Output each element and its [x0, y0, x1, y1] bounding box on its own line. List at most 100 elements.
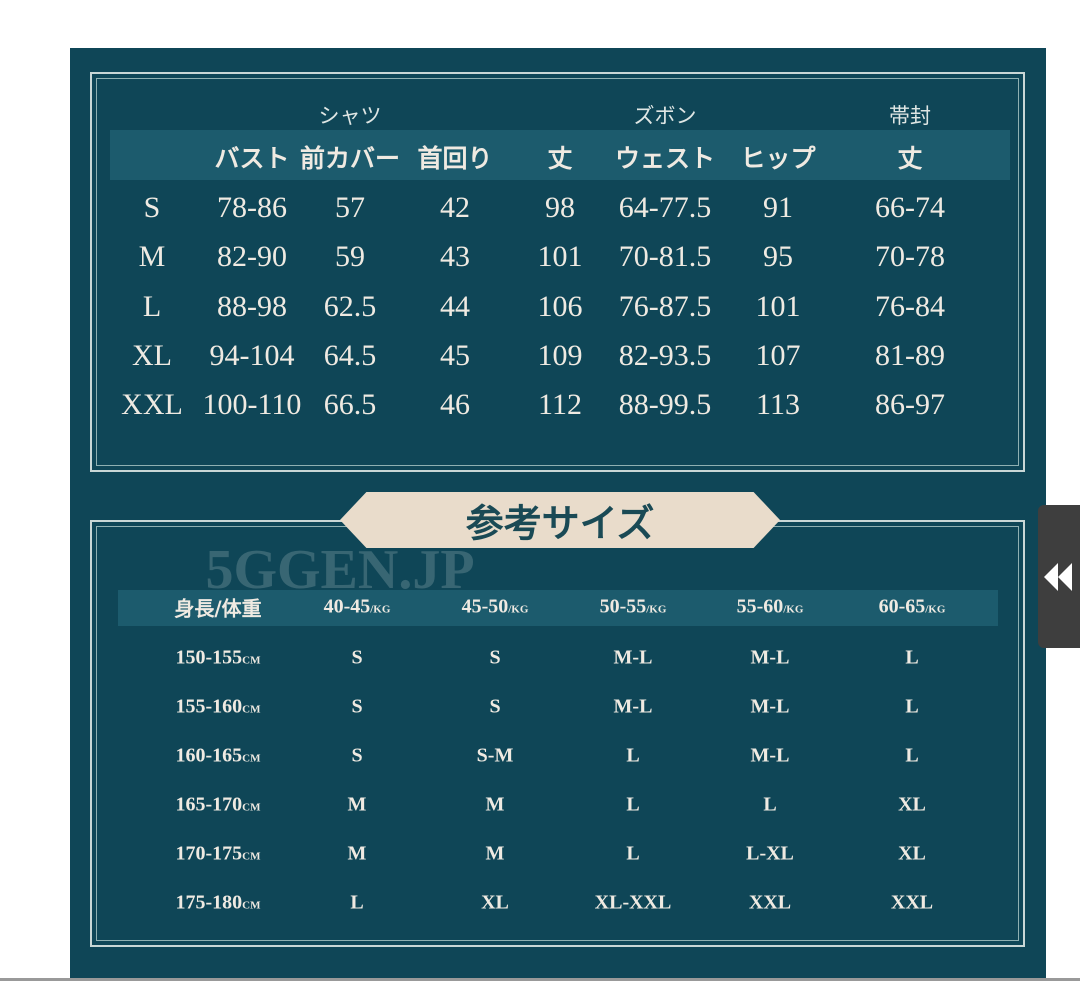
cell: 64-77.5 [618, 191, 712, 224]
column-header: ヒップ [740, 144, 816, 173]
cell: 100-110 [202, 388, 302, 422]
cell: XL [898, 842, 926, 865]
watermark: 5GGEN.JP [205, 539, 475, 601]
cell: 91 [763, 191, 793, 224]
unit: CM [242, 703, 261, 716]
group-label: 帯封 [889, 104, 931, 128]
column-header: 丈 [897, 144, 923, 173]
cell: L [905, 744, 919, 767]
cell: 107 [755, 338, 801, 372]
value: 40-45 [323, 595, 371, 618]
cell: S [489, 695, 501, 718]
weight-header: 40-45/KG [324, 596, 391, 619]
cell: S [351, 695, 363, 718]
corner-header: 身長/体重 [174, 596, 262, 621]
group-label: シャツ [318, 104, 382, 128]
cell: 76-84 [875, 289, 945, 323]
column-header: 首回り [417, 144, 493, 173]
cell: 86-97 [875, 388, 945, 422]
cell: M [485, 793, 505, 816]
column-header: 丈 [547, 144, 573, 173]
cell: M-L [613, 695, 653, 718]
cell: XXL [121, 388, 183, 422]
cell: L-XL [746, 842, 794, 865]
cell: L [905, 646, 919, 669]
cell: M [347, 842, 367, 865]
banner [340, 492, 780, 548]
cell: 70-78 [875, 240, 945, 274]
value: 155-160 [175, 695, 243, 718]
cell: XL [898, 793, 926, 816]
unit: /KG [925, 603, 946, 616]
unit: CM [242, 752, 261, 765]
cell: M [347, 793, 367, 816]
weight-header: 60-65/KG [879, 596, 946, 619]
cell: L [763, 793, 777, 816]
cell: 112 [538, 388, 582, 422]
value: 55-60 [736, 595, 784, 618]
cell: L [626, 842, 640, 865]
cell: XL-XXL [594, 891, 672, 914]
cell: 45 [440, 338, 470, 372]
cell: 57 [335, 191, 365, 224]
cell: 70-81.5 [618, 240, 712, 274]
cell: XXL [890, 891, 934, 914]
unit: CM [242, 801, 261, 814]
cell: 66-74 [875, 191, 945, 224]
cell: M-L [750, 744, 790, 767]
cell: L [626, 744, 640, 767]
height-label: 150-155CM [176, 647, 261, 670]
column-header: ウェスト [614, 144, 716, 173]
cell: 101 [537, 240, 583, 274]
cell: L [350, 891, 364, 914]
cell: 46 [440, 388, 470, 422]
unit: /KG [646, 603, 667, 616]
cell: M-L [750, 646, 790, 669]
cell: XL [132, 338, 172, 372]
unit: /KG [370, 603, 391, 616]
height-label: 160-165CM [176, 745, 261, 768]
cell: 44 [440, 289, 470, 323]
side-tab[interactable] [1038, 505, 1080, 648]
cell: 101 [755, 289, 801, 323]
cell: M-L [750, 695, 790, 718]
value: 165-170 [175, 793, 243, 816]
group-label: ズボン [633, 104, 697, 128]
cell: 82-90 [217, 240, 287, 274]
value: 160-165 [175, 744, 243, 767]
cell: 66.5 [323, 388, 377, 422]
unit: CM [242, 850, 261, 863]
banner-title: 参考サイズ [465, 501, 655, 546]
height-label: 175-180CM [176, 892, 261, 915]
unit: /KG [508, 603, 529, 616]
cell: L [626, 793, 640, 816]
cell: 88-98 [217, 289, 287, 323]
cell: XXL [748, 891, 792, 914]
cell: XL [481, 891, 509, 914]
weight-header: 50-55/KG [600, 596, 667, 619]
unit: /KG [783, 603, 804, 616]
weight-header: 55-60/KG [737, 596, 804, 619]
cell: 64.5 [323, 338, 377, 372]
cell: M [138, 240, 166, 274]
value: 45-50 [461, 595, 509, 618]
cell: 113 [756, 388, 800, 422]
cell: 106 [537, 289, 583, 323]
cell: 94-104 [209, 338, 295, 372]
cell: S-M [476, 744, 514, 767]
unit: CM [242, 899, 261, 912]
cell: L [905, 695, 919, 718]
header-band [110, 130, 1010, 180]
cell: 42 [440, 191, 470, 224]
height-label: 170-175CM [176, 843, 261, 866]
height-label: 155-160CM [176, 696, 261, 719]
cell: 98 [545, 191, 575, 224]
tab-icon [1044, 563, 1072, 591]
cell: 109 [537, 338, 583, 372]
cell: M-L [613, 646, 653, 669]
divider [0, 978, 1080, 981]
cell: L [142, 289, 162, 323]
weight-header: 45-50/KG [462, 596, 529, 619]
cell: 82-93.5 [618, 338, 712, 372]
